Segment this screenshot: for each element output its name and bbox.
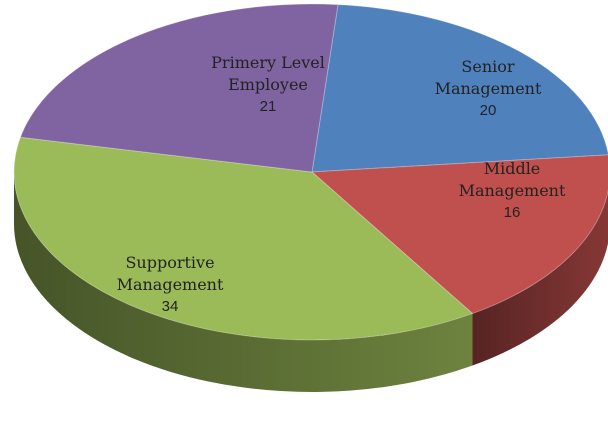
data-label: Middle Management 16 [432,158,592,224]
pie-slice [13,136,474,341]
pie-side [472,191,608,366]
value-label: 20 [479,102,497,119]
data-label: Supportive Management 34 [90,252,250,318]
category-label: Supportive Management [116,253,224,294]
category-label: Senior Management [434,57,542,98]
pie-slice [310,154,608,315]
pie-slice [19,3,339,173]
pie-side [14,172,473,393]
value-label: 34 [161,298,179,315]
value-label: 21 [259,98,277,115]
data-label: Senior Management 20 [408,56,568,122]
category-label: Middle Management [458,159,566,200]
pie-slice [311,4,608,173]
data-label: Primery Level Employee 21 [188,52,348,118]
category-label: Primery Level Employee [211,53,325,94]
value-label: 16 [503,204,521,221]
